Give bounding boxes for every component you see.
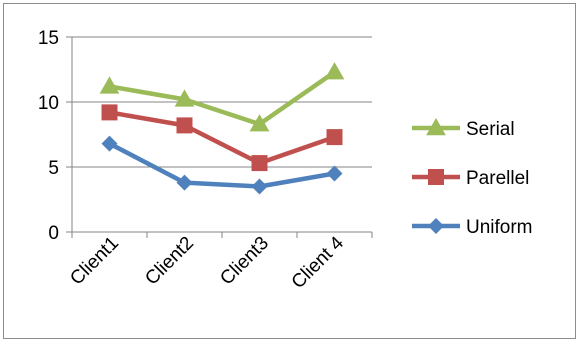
series-parellel <box>101 104 343 172</box>
x-tick-label: Client2 <box>141 233 198 290</box>
data-point-serial <box>249 114 270 132</box>
y-tick-label: 0 <box>48 223 59 244</box>
data-point-uniform <box>101 135 118 152</box>
data-point-parellel <box>101 104 118 121</box>
legend-item-parellel: Parellel <box>412 168 529 189</box>
chart-frame <box>3 3 576 339</box>
gridlines <box>72 36 372 168</box>
data-point-parellel <box>176 117 193 134</box>
series-line-parellel <box>107 110 337 166</box>
series-uniform <box>101 135 343 195</box>
legend-label: Uniform <box>466 217 533 238</box>
legend-marker <box>428 169 444 185</box>
series-line-uniform <box>107 141 337 189</box>
x-tick-labels: Client1 Client2 Client3 Client 4 <box>66 232 348 293</box>
legend-label: Parellel <box>466 168 529 189</box>
data-point-uniform <box>176 174 193 191</box>
x-tick-label: Client1 <box>66 233 123 290</box>
series <box>99 62 345 195</box>
axes <box>66 36 373 238</box>
series-serial <box>99 62 345 132</box>
data-point-parellel <box>326 129 343 146</box>
data-point-parellel <box>251 155 268 172</box>
legend: Serial Parellel Uniform <box>412 117 533 238</box>
legend-item-serial: Serial <box>412 117 515 140</box>
legend-label: Serial <box>466 119 515 140</box>
y-tick-label: 15 <box>38 28 59 49</box>
y-tick-labels: 0 5 10 15 <box>38 28 59 244</box>
series-line-serial <box>107 69 337 127</box>
x-tick-label: Client3 <box>216 233 273 290</box>
legend-item-uniform: Uniform <box>412 217 533 238</box>
y-tick-label: 5 <box>48 158 59 179</box>
y-tick-label: 10 <box>38 93 59 114</box>
data-point-uniform <box>326 165 343 182</box>
data-point-serial <box>99 76 120 94</box>
x-tick-label: Client 4 <box>288 232 349 293</box>
data-point-uniform <box>251 178 268 195</box>
data-point-serial <box>174 89 195 107</box>
legend-marker <box>426 117 446 136</box>
data-point-serial <box>324 62 345 80</box>
legend-marker <box>428 218 444 234</box>
